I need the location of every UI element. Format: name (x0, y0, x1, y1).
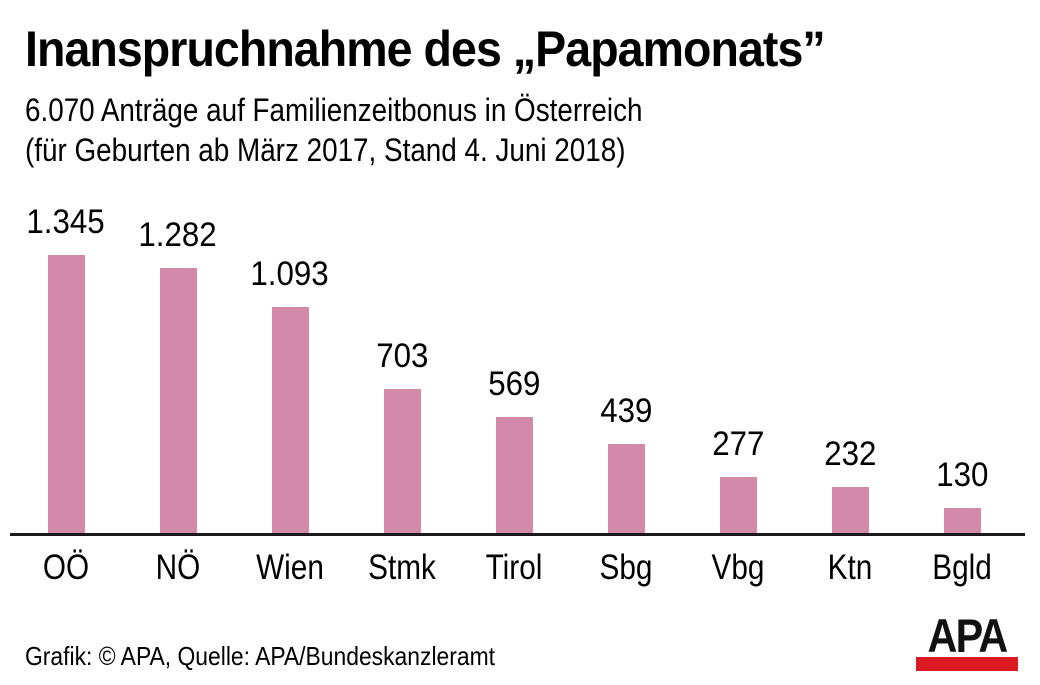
x-axis-label: Stmk (368, 548, 436, 587)
bar-value-label: 232 (823, 435, 877, 473)
x-axis-label: NÖ (155, 548, 201, 587)
apa-logo-text: APA (927, 609, 1009, 662)
bar-group: 1.093 (234, 195, 346, 535)
bar-group: 232 (794, 195, 906, 535)
bar (495, 417, 533, 535)
bar-value-label: 277 (711, 425, 765, 463)
bar (47, 255, 85, 535)
bar-value-label: 1.093 (250, 255, 330, 293)
x-axis-label: Tirol (485, 548, 543, 587)
bar-value-label: 569 (487, 365, 541, 403)
chart-subtitle: 6.070 Anträge auf Familienzeitbonus in Ö… (25, 90, 642, 170)
apa-logo: APA (916, 609, 1018, 671)
bar-value-label: 439 (599, 392, 653, 430)
apa-logo-red-bar (916, 657, 1018, 671)
bar-value-label: 703 (375, 337, 429, 375)
bar-value-label: 1.345 (26, 203, 106, 241)
bar (159, 268, 197, 535)
bar-group: 569 (458, 195, 570, 535)
bar (271, 307, 309, 535)
bar-value-label: 1.282 (138, 216, 218, 254)
x-axis-label: OÖ (42, 548, 90, 587)
bar (943, 508, 981, 535)
bar (831, 487, 869, 535)
bar-chart: 1.345 1.282 1.093 703 569 439 277 232 130 (10, 195, 1018, 535)
x-axis-label: Vbg (711, 548, 765, 587)
bar-group: 703 (346, 195, 458, 535)
bar (607, 444, 645, 535)
bar (383, 389, 421, 535)
page-title: Inanspruchnahme des „Papamonats” (25, 21, 826, 77)
bar-group: 1.282 (122, 195, 234, 535)
x-axis-label: Wien (256, 548, 324, 587)
subtitle-line-1: 6.070 Anträge auf Familienzeitbonus in Ö… (25, 92, 643, 128)
source-credit: Grafik: © APA, Quelle: APA/Bundeskanzler… (25, 641, 496, 671)
bar-value-label: 130 (935, 456, 989, 494)
x-axis-line (10, 533, 1025, 536)
bar (719, 477, 757, 535)
x-axis-label: Sbg (599, 548, 653, 587)
bar-group: 277 (682, 195, 794, 535)
bar-group: 130 (906, 195, 1018, 535)
bar-group: 439 (570, 195, 682, 535)
subtitle-line-2: (für Geburten ab März 2017, Stand 4. Jun… (25, 132, 626, 168)
x-axis-labels: OÖ NÖ Wien Stmk Tirol Sbg Vbg Ktn Bgld (10, 548, 1018, 588)
x-axis-label: Ktn (827, 548, 873, 587)
x-axis-label: Bgld (932, 548, 992, 587)
bar-group: 1.345 (10, 195, 122, 535)
